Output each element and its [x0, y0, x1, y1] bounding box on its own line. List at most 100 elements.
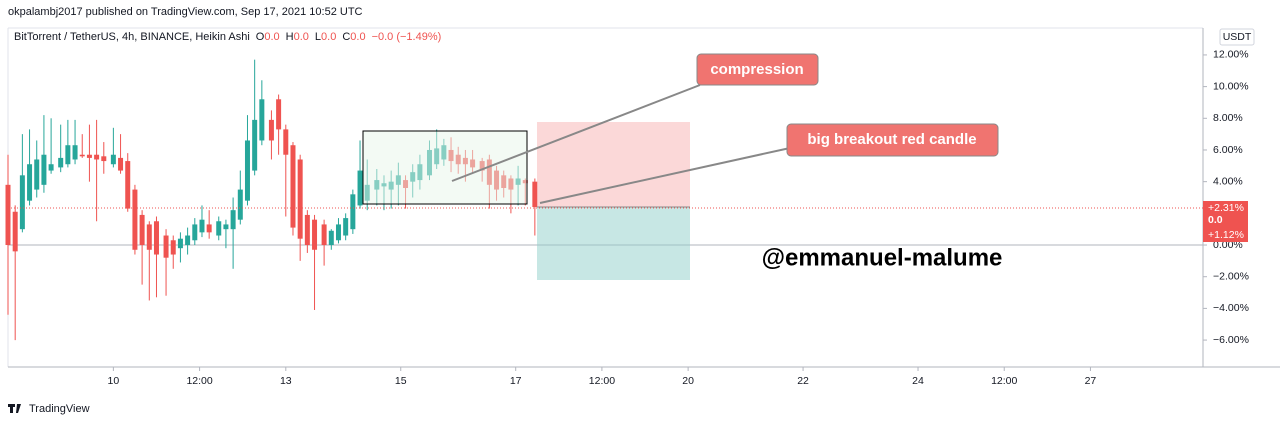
candle-body [237, 189, 243, 220]
watermark: @emmanuel-malume [762, 244, 1003, 271]
candle-body [259, 99, 265, 141]
symbol-legend: BitTorrent / TetherUS, 4h, BINANCE, Heik… [14, 31, 441, 43]
candle-body [41, 154, 47, 185]
price-label: +2.31% [1208, 202, 1244, 214]
candle-body [163, 235, 169, 258]
candle-body [110, 154, 116, 165]
candle-body [321, 224, 327, 246]
y-tick-label: 12.00% [1213, 49, 1249, 61]
candle-body [79, 154, 85, 157]
candle-body [139, 214, 145, 246]
x-tick-label: 13 [280, 375, 292, 387]
candle-body [223, 224, 229, 230]
candle-body [244, 140, 250, 201]
candle-body [252, 119, 258, 171]
candle-body [357, 170, 363, 206]
y-tick-label: 6.00% [1213, 144, 1243, 156]
candle-body [58, 157, 64, 168]
y-tick-label: −4.00% [1213, 302, 1249, 314]
candle-body [12, 211, 18, 252]
x-tick-label: 15 [395, 375, 407, 387]
candle-body [312, 219, 318, 250]
annotation-box [696, 53, 819, 86]
candle-body [276, 99, 282, 130]
candle-body [94, 154, 100, 160]
x-tick-label: 17 [510, 375, 522, 387]
ohlc-key: C [342, 31, 350, 43]
ohlc-key: L [315, 31, 321, 43]
candle-body [335, 224, 341, 241]
candle-body [304, 214, 310, 246]
candle-body [27, 164, 33, 201]
candle-body [19, 175, 25, 230]
candle-body [350, 194, 356, 230]
header: okpalambj2017 published on TradingView.c… [8, 6, 363, 18]
symbol: BitTorrent / TetherUS, 4h, BINANCE, Heik… [14, 31, 250, 43]
candle-body [125, 161, 131, 209]
compression-box [362, 130, 528, 205]
ohlc-key: H [286, 31, 294, 43]
candle-body [328, 230, 334, 246]
target-zone [537, 207, 690, 280]
candle-body [86, 154, 92, 158]
annotation: big breakout red candle [807, 131, 976, 148]
candle-body [230, 210, 236, 230]
callout-line [539, 147, 791, 204]
footer: TradingView [29, 403, 90, 415]
candle-body [132, 189, 138, 250]
candle-body [146, 224, 152, 250]
y-tick-label: 4.00% [1213, 175, 1243, 187]
candle-body [101, 156, 107, 162]
candle-body [343, 218, 349, 236]
ohlc-value: 0.0 [294, 31, 309, 43]
candle-body [118, 157, 124, 171]
candle-body [48, 164, 54, 171]
y-tick-label: −2.00% [1213, 270, 1249, 282]
candle-body [177, 238, 183, 249]
ohlc-value: 0.0 [264, 31, 279, 43]
ohlc-value: 0.0 [321, 31, 336, 43]
y-tick-label: 10.00% [1213, 80, 1249, 92]
x-tick-label: 24 [912, 375, 924, 387]
x-tick-label: 22 [797, 375, 809, 387]
price-label-box [1203, 201, 1248, 242]
candle-body [170, 240, 176, 255]
x-tick-label: 27 [1085, 375, 1097, 387]
currency: USDT [1223, 31, 1252, 43]
price-label: +1.12% [1208, 229, 1244, 241]
candle-body [268, 119, 274, 141]
logo [8, 404, 21, 413]
price-label: 0.0 [1208, 214, 1223, 226]
candle-body [153, 221, 159, 255]
candle-body [34, 159, 40, 190]
change: −0.0 (−1.49%) [372, 31, 442, 43]
y-tick-label: 8.00% [1213, 112, 1243, 124]
candle-body [283, 129, 289, 155]
candle-body [290, 145, 296, 228]
annotation-box [786, 123, 999, 157]
currency-box[interactable] [1219, 28, 1255, 46]
candle-body [199, 219, 205, 233]
x-tick-label: 10 [108, 375, 120, 387]
callout-line [451, 84, 701, 182]
ohlc-key: O [256, 31, 265, 43]
candle-body [65, 145, 71, 165]
candle-body [216, 221, 222, 236]
candle-body [192, 224, 198, 241]
stop-zone [537, 122, 690, 207]
x-tick-label: 12:00 [991, 375, 1017, 387]
y-tick-label: −6.00% [1213, 334, 1249, 346]
candle-body [5, 184, 11, 246]
annotation: compression [710, 61, 803, 78]
candle-body [185, 235, 191, 246]
candle-body [72, 145, 78, 160]
x-tick-label: 20 [682, 375, 694, 387]
ohlc-value: 0.0 [350, 31, 365, 43]
candle-body [532, 181, 538, 208]
x-tick-label: 12:00 [186, 375, 212, 387]
x-tick-label: 12:00 [589, 375, 615, 387]
candle-body [206, 224, 212, 233]
candle-body [297, 159, 303, 239]
